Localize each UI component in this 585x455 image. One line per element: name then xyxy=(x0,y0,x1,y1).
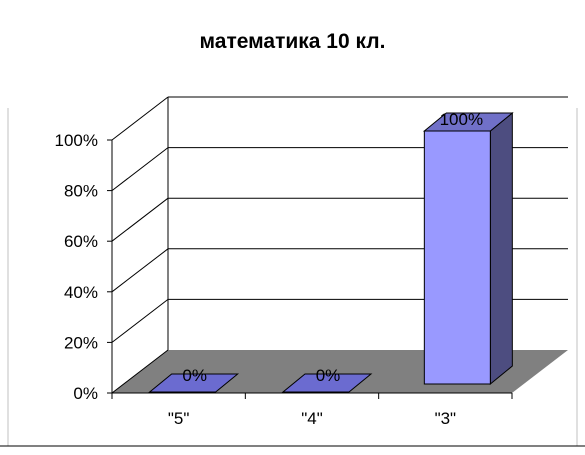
y-tick-label: 20% xyxy=(64,333,98,352)
data-label-1: 0% xyxy=(182,366,207,385)
gridline-slant xyxy=(111,299,169,343)
y-tick-label: 0% xyxy=(73,384,98,403)
data-label-2: 0% xyxy=(316,366,341,385)
x-tick-label: "4" xyxy=(301,409,323,428)
gridline-slant xyxy=(111,248,169,293)
bar-front-3 xyxy=(423,130,491,385)
bar-side-3 xyxy=(489,111,513,386)
x-tick-label: "3" xyxy=(435,409,457,428)
gridline-slant xyxy=(111,147,169,191)
y-tick-label: 60% xyxy=(64,232,98,251)
data-label-3: 100% xyxy=(440,110,483,129)
gridline-slant xyxy=(111,197,169,242)
bar-flat-1 xyxy=(148,373,240,393)
y-tick-label: 100% xyxy=(55,131,98,150)
y-tick-label: 40% xyxy=(64,283,98,302)
gridline-slant xyxy=(111,96,169,141)
x-tick-label: "5" xyxy=(168,409,190,428)
chart-title: математика 10 кл. xyxy=(199,30,386,53)
gridline-slant xyxy=(111,349,169,394)
bar-flat-2 xyxy=(281,373,373,393)
y-tick-label: 80% xyxy=(64,182,98,201)
